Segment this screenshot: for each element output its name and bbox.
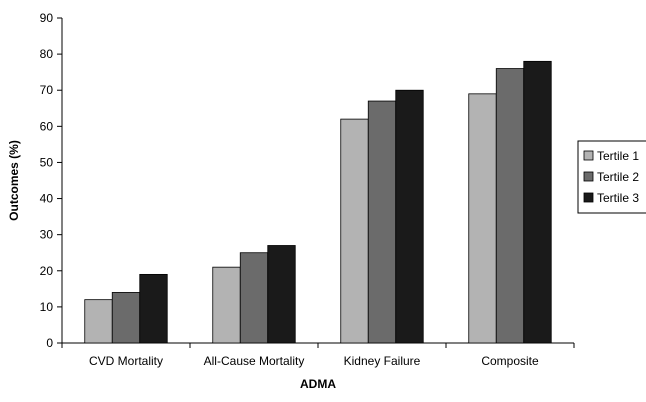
legend-label: Tertile 1 [597, 149, 639, 163]
bar [340, 118, 369, 344]
x-axis: CVD Mortality All-Cause Mortality Kidney F… [61, 343, 575, 368]
x-tick-label: All-Cause Mortality [204, 354, 305, 368]
y-tick-label: 20 [40, 264, 54, 278]
bar [84, 299, 113, 344]
y-tick-label: 30 [40, 228, 54, 242]
x-axis-title: ADMA [300, 377, 336, 391]
bar [495, 68, 525, 344]
bar [367, 100, 397, 344]
legend-label: Tertile 2 [597, 170, 639, 184]
bar [267, 245, 296, 344]
legend-swatch [583, 171, 594, 182]
y-tick-label: 50 [40, 155, 54, 169]
bar [111, 292, 141, 344]
bar [212, 266, 241, 344]
legend-swatch [583, 192, 594, 203]
bar [239, 252, 269, 344]
y-tick-label: 80 [40, 47, 54, 61]
bar [523, 60, 552, 344]
y-tick-label: 90 [40, 11, 54, 25]
bars [84, 60, 552, 344]
y-tick-label: 70 [40, 83, 54, 97]
y-axis-title: Outcomes (%) [7, 140, 21, 221]
legend-swatch [583, 150, 594, 161]
x-tick-label: Kidney Failure [344, 354, 421, 368]
y-tick-label: 40 [40, 192, 54, 206]
legend-label: Tertile 3 [597, 191, 639, 205]
bar [139, 273, 168, 344]
y-tick-label: 60 [40, 119, 54, 133]
bar [468, 93, 497, 344]
x-tick-label: Composite [481, 354, 539, 368]
legend: Tertile 1 Tertile 2 Tertile 3 [577, 140, 646, 214]
x-tick-label: CVD Mortality [89, 354, 163, 368]
bar [395, 89, 424, 344]
y-tick-label: 0 [46, 336, 53, 350]
y-axis: 0 10 20 30 40 50 60 70 80 90 [40, 11, 62, 350]
y-tick-label: 10 [40, 300, 54, 314]
